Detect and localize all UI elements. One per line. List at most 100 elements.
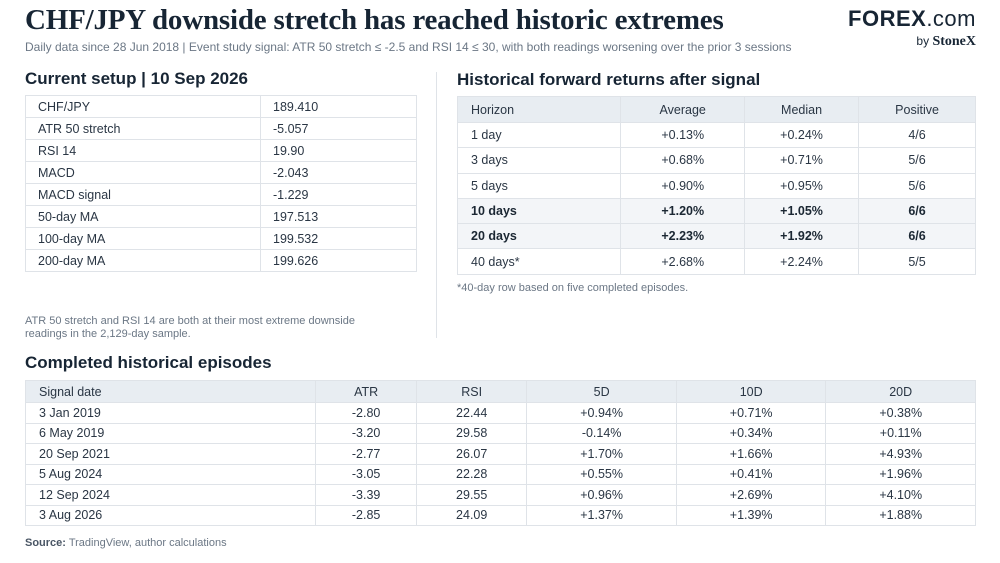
logo-byline: by StoneX xyxy=(916,34,976,49)
setup-value: 199.626 xyxy=(260,249,417,272)
table-row: 200-day MA 199.626 xyxy=(25,249,417,272)
forward-average-cell: +0.68% xyxy=(620,147,745,174)
episode-cell: -3.20 xyxy=(315,422,418,444)
forward-positive-cell: 5/6 xyxy=(858,172,976,199)
source-note: Source: TradingView, author calculations xyxy=(25,537,227,549)
forward-median-cell: +1.05% xyxy=(743,197,860,225)
table-row: CHF/JPY 189.410 xyxy=(25,95,417,118)
table-row: RSI 14 19.90 xyxy=(25,139,417,162)
forward-median-cell: +0.24% xyxy=(743,121,860,149)
table-row: 20 days +2.23% +1.92% 6/6 xyxy=(456,223,976,250)
forex-logo: FOREX.com by StoneX xyxy=(848,7,976,50)
episode-cell: +0.41% xyxy=(675,463,827,485)
setup-note-line: ATR 50 stretch and RSI 14 are both at th… xyxy=(25,315,355,327)
forward-horizon-cell: 10 days xyxy=(456,197,622,225)
table-row: 20 Sep 2021 -2.77 26.07 +1.70% +1.66% +4.93% xyxy=(24,443,976,465)
column-header: Signal date xyxy=(24,380,317,403)
column-header: 5D xyxy=(526,380,677,403)
forward-horizon-cell: 5 days xyxy=(456,172,622,199)
setup-label: MACD signal xyxy=(25,183,261,206)
column-header: 10D xyxy=(675,380,827,403)
episodes-title: Completed historical episodes xyxy=(25,353,272,372)
episode-cell: 29.55 xyxy=(416,484,528,506)
table-row: 6 May 2019 -3.20 29.58 -0.14% +0.34% +0.11% xyxy=(24,422,976,444)
forward-average-cell: +2.23% xyxy=(620,223,745,250)
episode-cell: -3.39 xyxy=(315,484,418,506)
table-row: 5 days +0.90% +0.95% 5/6 xyxy=(456,172,976,199)
setup-label: 50-day MA xyxy=(25,205,261,228)
table-header-row: Signal date ATR RSI 5D 10D 20D xyxy=(24,380,976,403)
forward-average-cell: +0.90% xyxy=(620,172,745,199)
episode-cell: +0.94% xyxy=(526,402,677,424)
episodes-table: Signal date ATR RSI 5D 10D 20D 3 Jan 2019 -2.8… xyxy=(24,380,976,526)
setup-value: 19.90 xyxy=(260,139,417,162)
episode-cell: +0.34% xyxy=(675,422,827,444)
setup-label: 100-day MA xyxy=(25,227,261,250)
setup-value: 199.532 xyxy=(260,227,417,250)
table-row: 40 days* +2.68% +2.24% 5/5 xyxy=(456,248,976,275)
forward-median-cell: +2.24% xyxy=(743,248,860,275)
forward-horizon-cell: 1 day xyxy=(456,121,622,149)
table-row: 3 Jan 2019 -2.80 22.44 +0.94% +0.71% +0.38% xyxy=(24,402,976,424)
episode-cell: +0.55% xyxy=(526,463,677,485)
logo-wordmark: FOREX.com xyxy=(848,6,976,31)
table-row: 10 days +1.20% +1.05% 6/6 xyxy=(456,197,976,225)
table-row: MACD -2.043 xyxy=(25,161,417,184)
page-subtitle: Daily data since 28 Jun 2018 | Event stu… xyxy=(25,40,792,54)
forward-positive-cell: 6/6 xyxy=(858,197,976,225)
episode-cell: 20 Sep 2021 xyxy=(24,443,317,465)
forward-footnote: *40-day row based on five completed epis… xyxy=(457,282,689,294)
forward-returns-title: Historical forward returns after signal xyxy=(457,70,761,89)
episode-cell: +1.39% xyxy=(675,504,827,526)
forward-horizon-cell: 3 days xyxy=(456,147,622,174)
forward-horizon-cell: 20 days xyxy=(456,223,622,250)
forward-positive-cell: 4/6 xyxy=(858,121,976,149)
setup-value: -2.043 xyxy=(260,161,417,184)
episode-cell: -2.80 xyxy=(315,402,418,424)
episode-cell: +0.38% xyxy=(825,402,976,424)
table-row: 12 Sep 2024 -3.39 29.55 +0.96% +2.69% +4.10% xyxy=(24,484,976,506)
forward-average-cell: +0.13% xyxy=(620,121,745,149)
episode-cell: +1.88% xyxy=(825,504,976,526)
table-row: 5 Aug 2024 -3.05 22.28 +0.55% +0.41% +1.96% xyxy=(24,463,976,485)
episode-cell: +0.11% xyxy=(825,422,976,444)
forward-median-cell: +0.71% xyxy=(743,147,860,174)
episode-cell: 12 Sep 2024 xyxy=(24,484,317,506)
episode-cell: -0.14% xyxy=(526,422,677,444)
episode-cell: +4.10% xyxy=(825,484,976,506)
setup-label: MACD xyxy=(25,161,261,184)
forward-median-cell: +0.95% xyxy=(743,172,860,199)
episode-cell: -2.77 xyxy=(315,443,418,465)
column-header: Median xyxy=(743,96,860,123)
episode-cell: -3.05 xyxy=(315,463,418,485)
column-header: 20D xyxy=(825,380,976,403)
forward-average-cell: +1.20% xyxy=(620,197,745,225)
episode-cell: 29.58 xyxy=(416,422,528,444)
forward-positive-cell: 5/6 xyxy=(858,147,976,174)
setup-label: 200-day MA xyxy=(25,249,261,272)
table-row: 50-day MA 197.513 xyxy=(25,205,417,228)
forward-horizon-cell: 40 days* xyxy=(456,248,622,275)
episode-cell: +1.70% xyxy=(526,443,677,465)
table-row: MACD signal -1.229 xyxy=(25,183,417,206)
forward-positive-cell: 5/5 xyxy=(858,248,976,275)
episode-cell: 5 Aug 2024 xyxy=(24,463,317,485)
forward-returns-table: Horizon Average Median Positive 1 day +0.13%… xyxy=(456,96,976,275)
setup-label: CHF/JPY xyxy=(25,95,261,118)
episode-cell: +1.96% xyxy=(825,463,976,485)
current-setup-table: CHF/JPY 189.410 ATR 50 stretch -5.057 RSI 14… xyxy=(25,95,417,272)
column-header: Average xyxy=(620,96,745,123)
episode-cell: 24.09 xyxy=(416,504,528,526)
episode-cell: 3 Aug 2026 xyxy=(24,504,317,526)
setup-title: Current setup | 10 Sep 2026 xyxy=(25,69,249,88)
column-header: RSI xyxy=(416,380,528,403)
setup-value: 197.513 xyxy=(260,205,417,228)
episode-cell: +4.93% xyxy=(825,443,976,465)
episode-cell: 3 Jan 2019 xyxy=(24,402,317,424)
episode-cell: +0.96% xyxy=(526,484,677,506)
episode-cell: +1.37% xyxy=(526,504,677,526)
table-row: 100-day MA 199.532 xyxy=(25,227,417,250)
setup-note: ATR 50 stretch and RSI 14 are both at th… xyxy=(25,315,355,341)
episode-cell: -2.85 xyxy=(315,504,418,526)
setup-value: -1.229 xyxy=(260,183,417,206)
